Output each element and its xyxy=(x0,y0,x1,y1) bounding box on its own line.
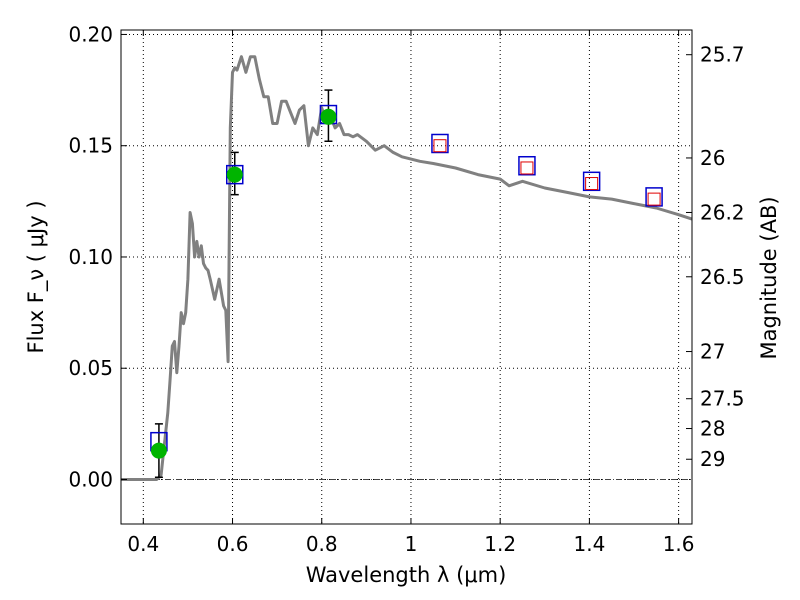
mag-tick-label: 29 xyxy=(700,447,725,471)
observed-point xyxy=(150,442,167,459)
right-axis-title: Magnitude (AB) xyxy=(757,196,781,359)
mag-tick-label: 27.5 xyxy=(700,387,745,411)
synthetic-flux-box xyxy=(582,171,601,192)
x-tick-label: 0.4 xyxy=(127,532,159,556)
model-flux-box xyxy=(585,177,599,191)
x-axis-title: Wavelength λ (μm) xyxy=(306,563,507,587)
mag-tick-label: 26.5 xyxy=(700,265,745,289)
model-flux-box xyxy=(647,192,661,206)
y-axis-title: Flux F_ν ( μJy ) xyxy=(24,200,49,353)
mag-tick-label: 28 xyxy=(700,417,725,441)
x-tick-label: 0.6 xyxy=(217,532,249,556)
model-spectrum-line xyxy=(121,55,693,481)
axes: 0.4 0.6 0.8 1 1.2 1.4 1.6 0.00 0.05 0.10 0.15 0.20 2… xyxy=(68,22,744,556)
x-tick-label: 0.8 xyxy=(306,532,338,556)
y-tick-label: 0.00 xyxy=(68,467,113,491)
synthetic-flux-box xyxy=(518,155,536,176)
grid-lines xyxy=(121,30,692,524)
mag-tick-label: 26.2 xyxy=(700,200,745,224)
x-tick-label: 1 xyxy=(405,532,418,556)
synthetic-flux-box xyxy=(645,187,663,207)
y-tick-label: 0.15 xyxy=(68,134,113,158)
y-tick-label: 0.10 xyxy=(68,245,113,269)
plot-frame xyxy=(120,29,693,525)
observed-point xyxy=(320,108,337,125)
x-tick-label: 1.4 xyxy=(573,532,605,556)
mag-tick-label: 25.7 xyxy=(700,43,745,67)
observed-point xyxy=(226,166,243,183)
synthetic-flux-box xyxy=(431,133,449,154)
y-tick-label: 0.05 xyxy=(68,356,113,380)
y-tick-label: 0.20 xyxy=(68,22,113,46)
x-tick-label: 1.2 xyxy=(484,532,516,556)
mag-tick-label: 27 xyxy=(700,340,725,364)
x-tick-label: 1.6 xyxy=(663,532,695,556)
model-flux-box xyxy=(433,139,447,153)
mag-tick-label: 26 xyxy=(700,146,725,170)
data-marks xyxy=(150,89,663,479)
model-flux-box xyxy=(520,161,534,175)
